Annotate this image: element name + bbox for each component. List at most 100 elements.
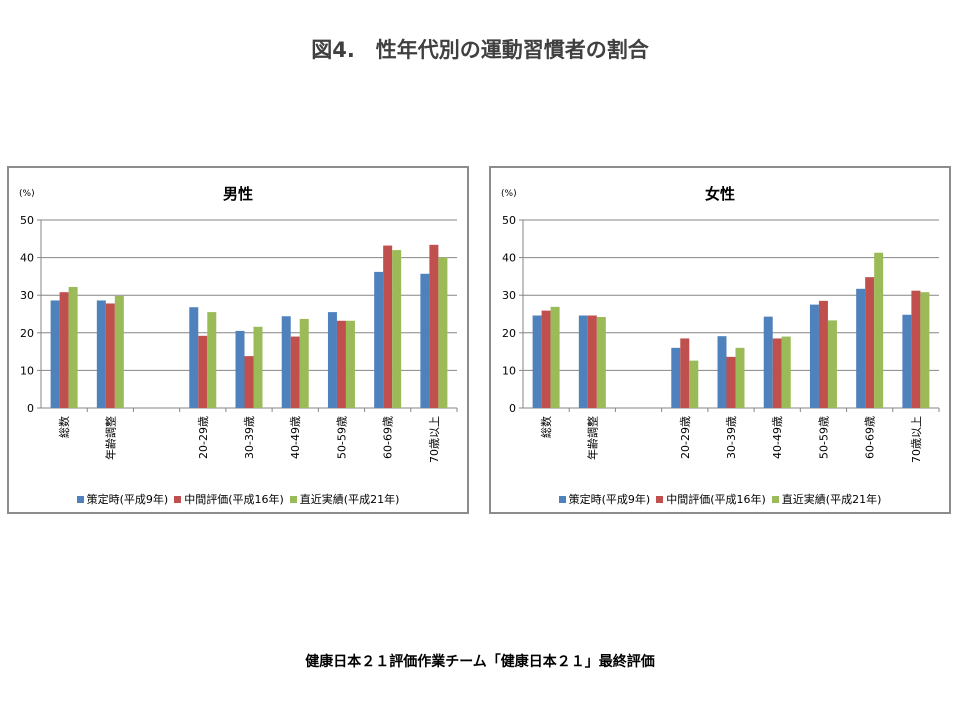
legend-swatch [76,495,84,503]
x-tick-label: 30-39歳 [725,416,738,459]
bar-female-s1-c0 [541,310,551,408]
bar-female-s0-c8 [902,314,912,408]
legend-label: 策定時(平成9年) [86,493,169,506]
y-tick-label: 20 [20,327,34,340]
x-tick-label: 70歳以上 [428,416,441,463]
bar-female-s0-c7 [856,288,866,408]
bar-female-s2-c3 [689,360,699,408]
y-tick-label: 10 [20,364,34,377]
bar-male-s0-c7 [374,271,384,408]
bar-male-s2-c1 [114,295,124,408]
bar-female-s2-c5 [781,336,791,408]
bar-female-s2-c6 [827,320,837,408]
y-tick-label: 0 [509,402,516,415]
y-axis-unit-label: (%) [501,189,517,199]
bar-female-s1-c5 [772,338,782,408]
bar-male-s2-c4 [253,326,263,408]
legend-label: 直近実績(平成21年) [781,493,882,506]
chart-title: 男性 [223,185,253,203]
y-axis-unit-label: (%) [19,189,35,199]
bar-male-s0-c3 [189,307,199,408]
x-tick-label: 70歳以上 [910,416,923,463]
x-tick-label: 20-29歳 [197,416,210,459]
x-tick-label: 20-29歳 [679,416,692,459]
bar-male-s0-c4 [235,330,245,408]
bar-female-s1-c4 [726,356,736,408]
bar-male-s0-c1 [96,300,106,408]
bar-male-s1-c0 [59,292,69,408]
bar-female-s0-c4 [717,336,727,408]
bar-female-s1-c1 [587,315,597,408]
chart-panel-female: 女性 (%) 0 10 20 30 40 50 総数 年齢調整 20-29歳 30-39歳 40-49歳… [489,166,951,514]
source-footer: 健康日本２１評価作業チーム「健康日本２１」最終評価 [305,654,655,670]
x-tick-label: 40-49歳 [289,416,302,459]
legend-swatch [771,495,779,503]
legend-label: 中間評価(平成16年) [184,493,284,506]
y-tick-label: 40 [502,252,516,265]
x-tick-label: 総数 [539,416,553,438]
legend-item: 直近実績(平成21年) [289,491,400,507]
bar-male-s1-c7 [383,245,393,408]
x-tick-label: 40-49歳 [771,416,784,459]
x-tick-label: 50-59歳 [817,416,830,459]
bar-female-s0-c3 [671,347,681,408]
legend-swatch [174,495,182,503]
chart-title: 女性 [705,185,735,203]
page-title: 図4. 性年代別の運動習慣者の割合 [311,38,649,62]
y-tick-label: 40 [20,252,34,265]
chart-female: 女性 (%) 0 10 20 30 40 50 総数 年齢調整 20-29歳 30-39歳 40-49歳… [501,185,940,463]
bar-female-s2-c0 [550,306,560,408]
bar-male-s1-c4 [244,356,254,408]
legend-label: 策定時(平成9年) [568,493,651,506]
bar-male-s2-c8 [438,257,448,408]
bar-female-s2-c8 [920,292,930,408]
bar-male-s2-c7 [392,250,402,408]
bar-male-s1-c8 [429,244,439,408]
bar-female-s2-c1 [596,317,606,408]
y-tick-label: 10 [502,364,516,377]
bar-male-s2-c0 [68,286,78,408]
legend-item: 策定時(平成9年) [76,491,169,507]
x-tick-label: 60-69歳 [864,416,877,459]
x-tick-label: 年齢調整 [585,416,599,460]
bar-male-s1-c1 [105,303,115,408]
legend-label: 直近実績(平成21年) [299,493,400,506]
y-tick-label: 50 [502,214,516,227]
chart-legend-female: 策定時(平成9年) 中間評価(平成16年) 直近実績(平成21年) [491,491,949,507]
chart-panel-male: 男性 (%) 0 10 20 30 40 50 総数 年齢調整 20-29歳 30-39歳 40-49歳… [7,166,469,514]
bar-male-s2-c6 [345,320,355,408]
bar-female-s2-c7 [874,252,884,408]
bar-female-s2-c4 [735,347,745,408]
legend-swatch [289,495,297,503]
bar-female-s1-c8 [911,290,921,408]
legend-swatch [558,495,566,503]
bar-female-s1-c6 [818,300,828,408]
bar-male-s0-c8 [420,273,430,408]
bar-male-s2-c3 [207,312,217,408]
legend-item: 直近実績(平成21年) [771,491,882,507]
bar-female-s0-c6 [809,304,819,408]
y-tick-label: 20 [502,327,516,340]
legend-item: 中間評価(平成16年) [174,491,284,507]
y-tick-label: 30 [20,289,34,302]
bar-male-s0-c0 [50,300,60,408]
x-tick-label: 年齢調整 [103,416,117,460]
bar-male-s2-c5 [299,318,309,408]
x-tick-label: 60-69歳 [382,416,395,459]
x-tick-label: 50-59歳 [335,416,348,459]
legend-label: 中間評価(平成16年) [666,493,766,506]
legend-item: 中間評価(平成16年) [656,491,766,507]
bar-female-s1-c3 [680,338,690,408]
y-tick-label: 50 [20,214,34,227]
bar-male-s0-c5 [281,316,291,408]
x-tick-label: 30-39歳 [243,416,256,459]
bar-male-s1-c5 [290,336,300,408]
legend-item: 策定時(平成9年) [558,491,651,507]
bar-female-s0-c5 [763,316,773,408]
y-tick-label: 30 [502,289,516,302]
bar-male-s1-c3 [198,335,208,408]
bar-male-s0-c6 [327,312,337,408]
legend-swatch [656,495,664,503]
chart-male: 男性 (%) 0 10 20 30 40 50 総数 年齢調整 20-29歳 30-39歳 40-49歳… [19,185,458,463]
bar-female-s1-c7 [865,277,875,408]
